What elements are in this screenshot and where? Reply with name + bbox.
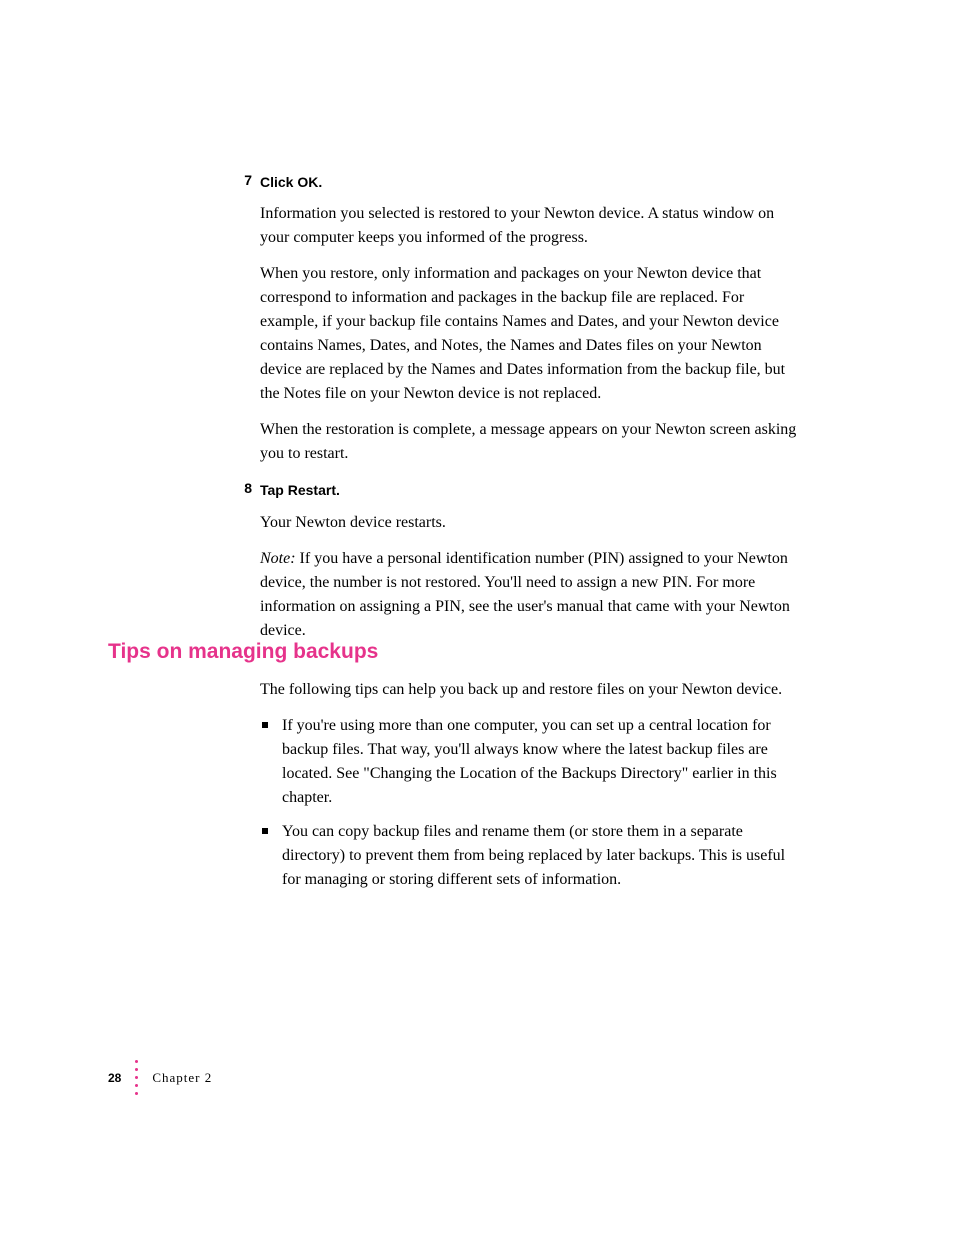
step-7: 7 Click OK.: [260, 172, 800, 192]
paragraph: Your Newton device restarts.: [260, 511, 800, 535]
paragraph: Information you selected is restored to …: [260, 202, 800, 250]
page-footer: 28 Chapter 2: [108, 1058, 212, 1098]
note-text: If you have a personal identification nu…: [260, 550, 790, 639]
chapter-label: Chapter 2: [152, 1070, 212, 1086]
decorative-dots-icon: [135, 1057, 138, 1097]
step-number: 8: [230, 480, 252, 496]
document-page: 7 Click OK. Information you selected is …: [0, 0, 954, 1235]
paragraph: When you restore, only information and p…: [260, 262, 800, 406]
tips-block: The following tips can help you back up …: [260, 678, 800, 902]
list-item: If you're using more than one computer, …: [260, 714, 800, 810]
section-heading: Tips on managing backups: [108, 640, 378, 664]
tips-intro: The following tips can help you back up …: [260, 678, 800, 702]
note-label: Note:: [260, 550, 296, 567]
main-content: 7 Click OK. Information you selected is …: [260, 172, 800, 655]
step-8: 8 Tap Restart.: [260, 480, 800, 500]
step-title: Click OK.: [260, 172, 800, 192]
page-number: 28: [108, 1071, 121, 1085]
paragraph: When the restoration is complete, a mess…: [260, 418, 800, 466]
step-number: 7: [230, 172, 252, 188]
step-title: Tap Restart.: [260, 480, 800, 500]
tips-list: If you're using more than one computer, …: [260, 714, 800, 892]
note-paragraph: Note: If you have a personal identificat…: [260, 547, 800, 643]
list-item: You can copy backup files and rename the…: [260, 820, 800, 892]
